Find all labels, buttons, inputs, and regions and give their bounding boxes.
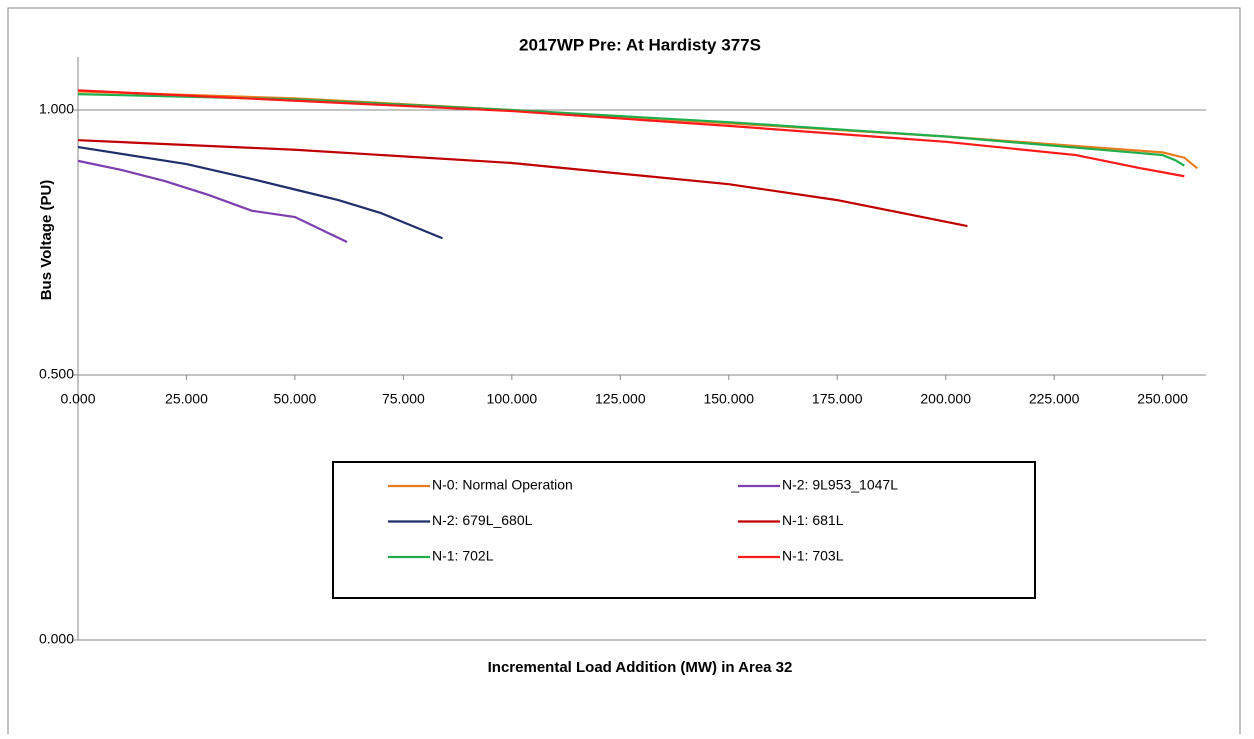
legend-label: N-1: 681L (782, 512, 844, 528)
legend-label: N-2: 679L_680L (432, 512, 533, 528)
y-tick-label: 0.500 (39, 366, 74, 382)
x-tick-label: 50.000 (274, 391, 317, 407)
series-line (77, 146, 443, 240)
legend-label: N-0: Normal Operation (432, 477, 573, 493)
x-tick-label: 225.000 (1029, 391, 1080, 407)
y-axis-title: Bus Voltage (PU) (38, 180, 55, 301)
x-tick-label: 75.000 (382, 391, 425, 407)
series-line (77, 89, 1185, 178)
chart-title: 2017WP Pre: At Hardisty 377S (519, 35, 761, 54)
chart-frame (7, 7, 1241, 739)
x-tick-label: 175.000 (812, 391, 863, 407)
series-line (77, 93, 1185, 167)
x-axis-title: Incremental Load Addition (MW) in Area 3… (488, 659, 793, 676)
y-tick-label: 0.000 (39, 631, 74, 647)
legend-label: N-2: 9L953_1047L (782, 477, 898, 493)
x-tick-label: 100.000 (487, 391, 538, 407)
x-tick-label: 150.000 (703, 391, 754, 407)
legend-label: N-1: 702L (432, 548, 494, 564)
x-tick-label: 250.000 (1137, 391, 1188, 407)
x-tick-label: 200.000 (920, 391, 971, 407)
legend-label: N-1: 703L (782, 548, 844, 564)
x-tick-label: 125.000 (595, 391, 646, 407)
series-line (77, 159, 348, 243)
x-tick-label: 25.000 (165, 391, 208, 407)
legend (332, 461, 1036, 599)
x-tick-label: 0.000 (60, 391, 95, 407)
series-line (77, 139, 968, 228)
y-tick-label: 1.000 (39, 101, 74, 117)
